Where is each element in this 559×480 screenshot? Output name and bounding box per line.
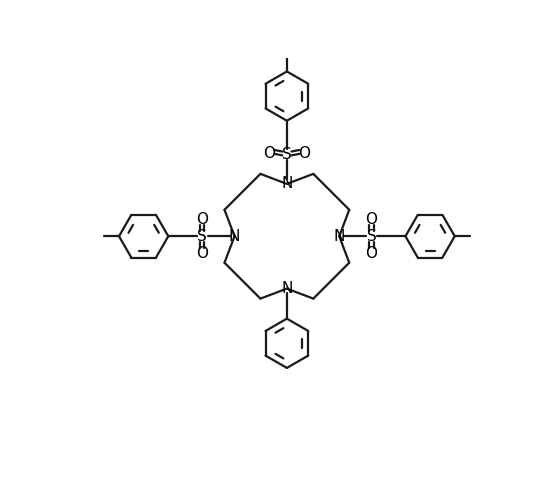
Text: O: O xyxy=(263,145,275,161)
Text: N: N xyxy=(229,229,240,244)
Text: O: O xyxy=(366,246,377,261)
Text: N: N xyxy=(281,176,292,192)
Text: N: N xyxy=(334,229,345,244)
Text: O: O xyxy=(366,212,377,227)
Text: N: N xyxy=(281,281,292,296)
Text: S: S xyxy=(282,147,292,162)
Text: S: S xyxy=(197,229,207,244)
Text: O: O xyxy=(299,145,311,161)
Text: O: O xyxy=(196,246,208,261)
Text: S: S xyxy=(367,229,376,244)
Text: O: O xyxy=(196,212,208,227)
